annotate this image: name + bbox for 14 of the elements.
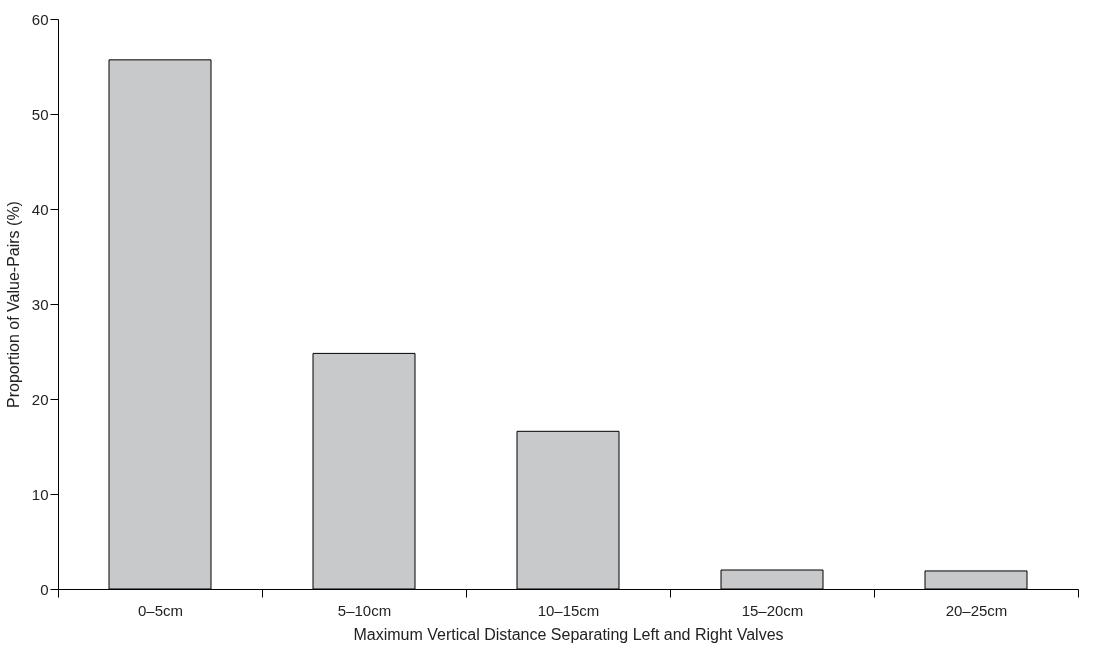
x-tick-label: 15–20cm: [741, 601, 804, 619]
y-tick-label: 0: [40, 580, 49, 598]
x-axis-title: Maximum Vertical Distance Separating Left and Right Valves: [353, 625, 784, 643]
x-tick-label: 10–15cm: [537, 601, 600, 619]
y-tick-label: 20: [31, 390, 49, 408]
y-tick-label: 40: [31, 200, 49, 218]
y-tick-label: 60: [31, 10, 49, 28]
x-tick-label: 5–10cm: [337, 601, 392, 619]
y-tick-label: 30: [31, 295, 49, 313]
y-axis-title: Proportion of Value-Pairs (%): [4, 201, 22, 408]
x-tick-label: 20–25cm: [945, 601, 1008, 619]
x-tick-label: 0–5cm: [137, 601, 184, 619]
y-tick-label: 10: [31, 485, 49, 503]
y-tick-label: 50: [31, 105, 49, 123]
